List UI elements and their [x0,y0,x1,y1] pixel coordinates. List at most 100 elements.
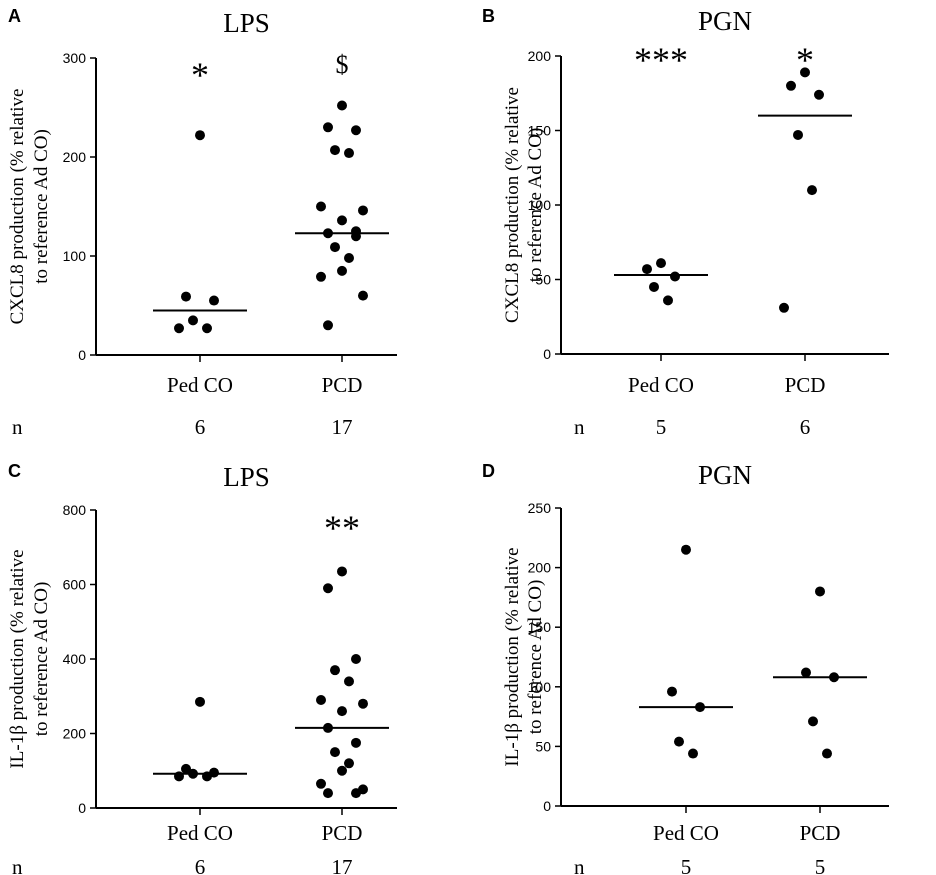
chart-title: PGN [698,6,752,36]
n-value: 6 [800,415,811,439]
data-point [663,295,673,306]
data-point [323,583,333,594]
data-point [323,788,333,799]
data-point [323,122,333,133]
y-axis-label: IL-1β production (% relative [7,549,28,768]
y-axis-label: to reference Ad CO) [31,582,52,737]
data-point [786,80,796,91]
significance-marker: *** [634,40,688,80]
data-point [344,252,354,263]
data-point [688,748,698,759]
x-category-label: PCD [785,373,826,397]
data-point [807,185,817,196]
data-point [351,226,361,237]
data-point [351,654,361,664]
n-value: 6 [195,415,206,439]
data-point [316,778,326,789]
y-tick-label: 150 [528,123,552,139]
data-point [181,763,191,774]
data-point [316,201,326,212]
panel-letter: C [8,461,21,481]
significance-marker: ** [324,508,360,548]
y-tick-label: 100 [63,248,87,264]
y-tick-label: 200 [63,149,87,165]
n-label: n [12,415,23,439]
data-point [814,89,824,100]
data-point [670,271,680,282]
chart-title: LPS [223,462,270,492]
data-point [822,748,832,759]
data-point [337,100,347,111]
y-tick-label: 100 [528,679,552,695]
data-point [195,130,205,141]
y-axis-label: IL-1β production (% relative [502,547,523,766]
significance-marker: * [191,55,209,95]
data-point [344,676,354,687]
data-point [316,271,326,282]
panel-C: C LPS IL-1β production (% relative to refer… [7,461,397,875]
chart-title: LPS [223,8,270,38]
n-value: 17 [332,415,353,439]
y-axis-label: CXCL8 production (% relative [7,89,28,325]
x-category-label: Ped CO [628,373,694,397]
y-tick-label: 400 [63,651,87,667]
data-point [195,696,205,707]
data-point [674,736,684,747]
y-tick-label: 0 [543,798,551,814]
data-point [793,129,803,140]
data-point [681,544,691,555]
data-point [337,265,347,276]
y-tick-label: 600 [63,577,87,593]
data-point [642,264,652,275]
y-axis-label: CXCL8 production (% relative [502,87,523,323]
data-point [330,747,340,758]
n-value: 5 [815,855,826,875]
data-point [358,205,368,216]
y-axis-label: to reference Ad CO) [31,129,52,284]
data-point [330,145,340,156]
x-category-label: Ped CO [167,373,233,397]
panel-letter: B [482,6,495,26]
y-tick-label: 800 [63,502,87,518]
significance-marker: $ [336,50,349,79]
data-point [337,566,347,577]
n-label: n [574,855,585,875]
panel-D: D PGN IL-1β production (% relative to refer… [482,460,889,875]
data-point [779,302,789,313]
data-point [337,706,347,717]
n-label: n [574,415,585,439]
y-tick-label: 0 [78,347,86,363]
y-tick-label: 150 [528,619,552,635]
data-point [801,667,811,678]
x-category-label: PCD [322,373,363,397]
data-point [358,698,368,709]
chart-title: PGN [698,460,752,490]
y-tick-label: 200 [528,560,552,576]
y-tick-label: 0 [78,800,86,816]
significance-marker: * [796,40,814,80]
y-tick-label: 100 [528,197,552,213]
n-value: 6 [195,855,206,875]
n-label: n [12,855,23,875]
data-point [188,315,198,326]
data-point [808,716,818,727]
y-tick-label: 200 [528,48,552,64]
n-value: 5 [681,855,692,875]
panel-letter: A [8,6,21,26]
data-point [202,323,212,334]
data-point [337,765,347,776]
data-point [351,737,361,748]
x-category-label: Ped CO [653,821,719,845]
data-point [323,320,333,331]
data-point [358,290,368,301]
data-point [351,125,361,136]
panel-letter: D [482,461,495,481]
data-point [351,788,361,799]
data-point [209,295,219,306]
y-tick-label: 50 [535,738,551,754]
x-category-label: PCD [800,821,841,845]
y-tick-label: 0 [543,346,551,362]
data-point [337,215,347,226]
n-value: 17 [332,855,353,875]
